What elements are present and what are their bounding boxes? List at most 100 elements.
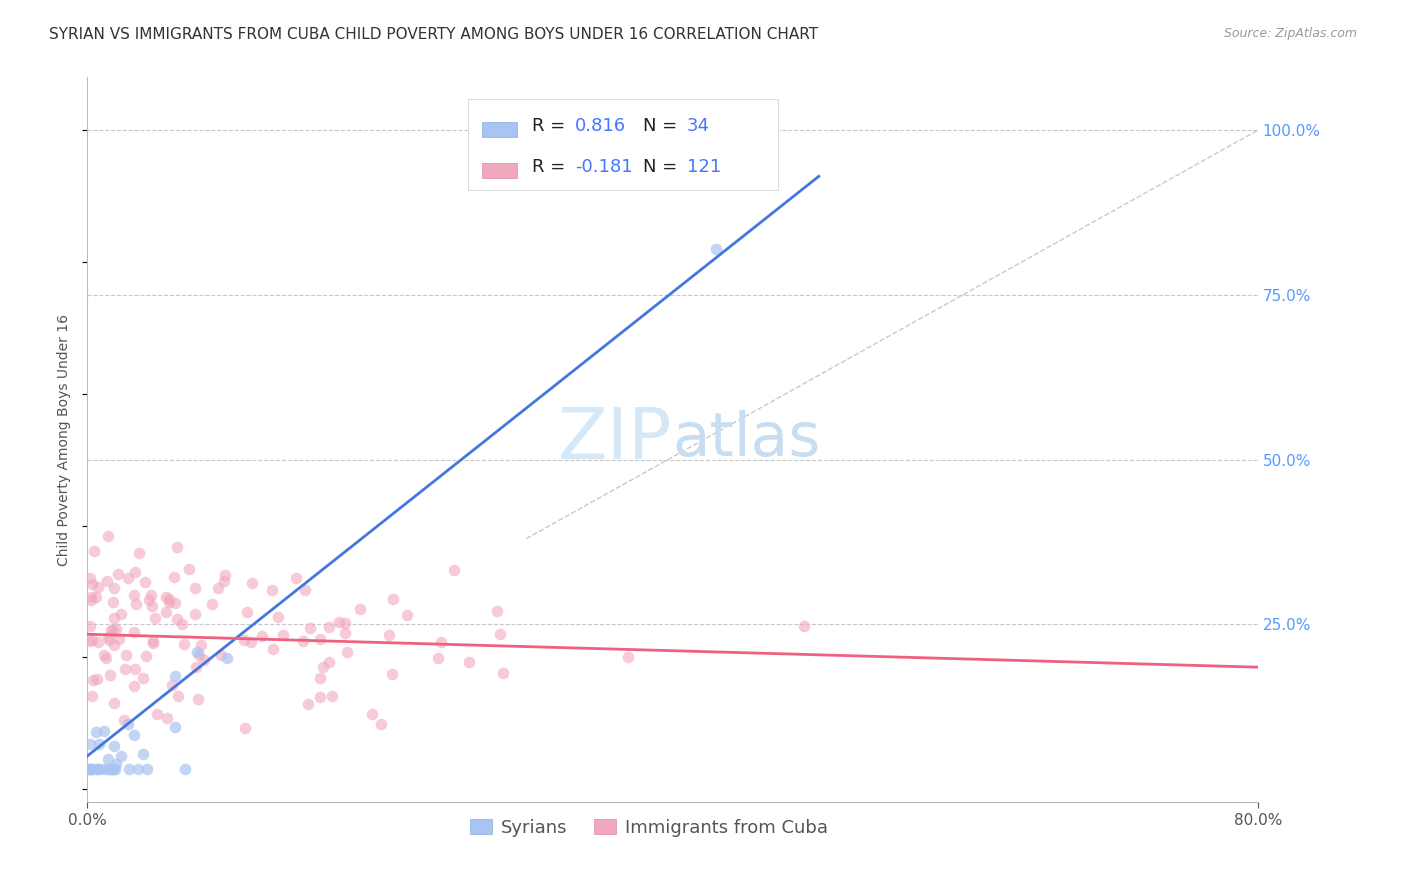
- Point: [212, 574, 235, 588]
- Point: [101, 762, 124, 776]
- Point: [128, 546, 150, 560]
- Point: [79, 762, 101, 776]
- Point: [170, 616, 193, 631]
- Point: [79, 737, 101, 751]
- Point: [370, 717, 392, 731]
- Point: [142, 633, 165, 648]
- Point: [138, 593, 160, 607]
- Point: [485, 604, 508, 618]
- Point: [103, 623, 125, 637]
- Point: [349, 601, 371, 615]
- Point: [207, 582, 229, 596]
- Point: [165, 669, 187, 683]
- Point: [80, 689, 103, 703]
- Point: [108, 632, 131, 647]
- Point: [157, 595, 180, 609]
- Point: [174, 762, 197, 776]
- Point: [103, 581, 125, 595]
- Point: [86, 580, 108, 594]
- Point: [79, 762, 101, 776]
- Point: [124, 625, 146, 640]
- Point: [98, 762, 121, 776]
- FancyBboxPatch shape: [482, 122, 517, 137]
- Point: [87, 738, 110, 752]
- Point: [124, 566, 146, 580]
- Point: [124, 663, 146, 677]
- Point: [233, 722, 256, 736]
- Point: [201, 597, 224, 611]
- Point: [79, 571, 101, 585]
- Point: [107, 567, 129, 582]
- Text: 34: 34: [686, 118, 710, 136]
- Point: [79, 634, 101, 648]
- Text: 0.816: 0.816: [575, 118, 627, 136]
- Point: [80, 590, 103, 604]
- Text: -0.181: -0.181: [575, 158, 633, 176]
- Point: [187, 692, 209, 706]
- Y-axis label: Child Poverty Among Boys Under 16: Child Poverty Among Boys Under 16: [58, 314, 72, 566]
- Point: [163, 596, 186, 610]
- Point: [100, 667, 122, 681]
- Point: [84, 724, 107, 739]
- Point: [155, 605, 177, 619]
- Point: [97, 630, 120, 644]
- Point: [309, 671, 332, 685]
- Point: [157, 592, 180, 607]
- Text: SYRIAN VS IMMIGRANTS FROM CUBA CHILD POVERTY AMONG BOYS UNDER 16 CORRELATION CHA: SYRIAN VS IMMIGRANTS FROM CUBA CHILD POV…: [49, 27, 818, 42]
- Point: [101, 762, 124, 776]
- FancyBboxPatch shape: [482, 162, 517, 178]
- Point: [381, 666, 404, 681]
- Point: [267, 609, 290, 624]
- Point: [94, 651, 117, 665]
- Point: [299, 621, 322, 635]
- Point: [82, 633, 104, 648]
- Point: [271, 628, 294, 642]
- Point: [96, 574, 118, 589]
- Point: [97, 752, 120, 766]
- Point: [297, 697, 319, 711]
- Point: [328, 615, 350, 629]
- Point: [333, 625, 356, 640]
- Point: [166, 612, 188, 626]
- Point: [103, 638, 125, 652]
- Point: [105, 756, 128, 771]
- Text: ZIP: ZIP: [558, 405, 672, 475]
- Point: [190, 638, 212, 652]
- Point: [103, 696, 125, 710]
- Point: [127, 762, 149, 776]
- Text: atlas: atlas: [672, 410, 821, 469]
- Point: [156, 711, 179, 725]
- Point: [79, 618, 101, 632]
- Point: [103, 739, 125, 753]
- Point: [262, 641, 284, 656]
- Point: [184, 607, 207, 621]
- Point: [155, 591, 177, 605]
- Point: [209, 648, 232, 663]
- Point: [309, 632, 332, 647]
- Point: [104, 762, 127, 776]
- Point: [86, 672, 108, 686]
- Point: [101, 595, 124, 609]
- Point: [179, 561, 201, 575]
- Text: R =: R =: [531, 118, 571, 136]
- Text: N =: N =: [643, 158, 683, 176]
- Point: [294, 582, 316, 597]
- Point: [124, 598, 146, 612]
- Point: [443, 563, 465, 577]
- Point: [103, 610, 125, 624]
- Point: [492, 665, 515, 680]
- Point: [122, 679, 145, 693]
- Point: [82, 762, 104, 776]
- Point: [360, 706, 382, 721]
- Point: [114, 662, 136, 676]
- Point: [617, 650, 640, 665]
- Point: [118, 762, 141, 776]
- Point: [134, 574, 156, 589]
- Point: [312, 660, 335, 674]
- Point: [97, 529, 120, 543]
- Point: [141, 599, 163, 614]
- Point: [318, 620, 340, 634]
- Point: [162, 678, 184, 692]
- Point: [240, 575, 263, 590]
- Point: [145, 706, 167, 721]
